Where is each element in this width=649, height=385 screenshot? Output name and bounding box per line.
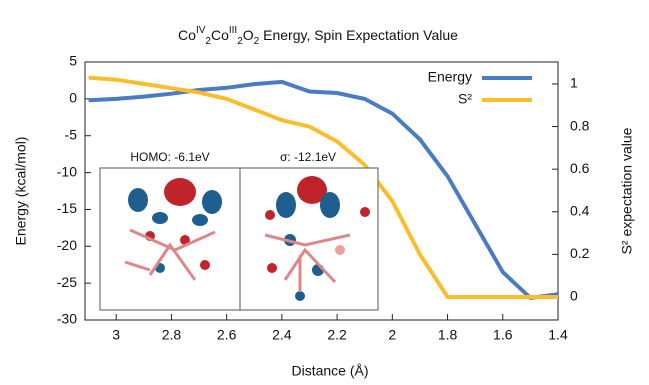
y2-axis-label: S² expectation value [619, 127, 635, 254]
x-tick-label: 2.6 [217, 327, 237, 343]
x-tick-label: 1.6 [493, 327, 513, 343]
chart: CoIV2CoIII2O2 Energy, Spin Expectation V… [0, 0, 649, 385]
y-tick-label: -15 [57, 200, 77, 216]
y2-tick-label: 0.4 [570, 202, 590, 218]
y-axis-label: Energy (kcal/mol) [13, 137, 29, 246]
y-tick-label: 5 [69, 53, 77, 69]
y2-tick-label: 0.2 [570, 245, 590, 261]
y2-tick-label: 0 [570, 288, 578, 304]
x-tick-label: 3 [112, 327, 120, 343]
x-tick-label: 2.4 [272, 327, 292, 343]
y-tick-label: -5 [65, 126, 78, 142]
y-tick-label: -20 [57, 237, 77, 253]
inset-label: σ: -12.1eV [280, 150, 336, 164]
x-tick-label: 1.4 [548, 327, 568, 343]
inset-label: HOMO: -6.1eV [130, 150, 209, 164]
y-tick-label: 0 [69, 90, 77, 106]
y2-tick-label: 0.6 [570, 160, 590, 176]
x-axis-label: Distance (Å) [291, 363, 368, 379]
legend-label: S² [458, 91, 472, 107]
x-tick-label: 2 [388, 327, 396, 343]
y2-tick-label: 1 [570, 75, 578, 91]
y-tick-label: -30 [57, 311, 77, 327]
inset-images: HOMO: -6.1eV σ: -12.1eV [100, 150, 378, 310]
x-tick-label: 1.8 [438, 327, 458, 343]
chart-title: CoIV2CoIII2O2 Energy, Spin Expectation V… [178, 25, 458, 47]
y-tick-label: -10 [57, 163, 77, 179]
x-tick-label: 2.2 [327, 327, 347, 343]
legend-label: Energy [428, 69, 472, 85]
x-tick-label: 2.8 [162, 327, 182, 343]
y2-tick-label: 0.8 [570, 117, 590, 133]
y-tick-label: -25 [57, 274, 77, 290]
